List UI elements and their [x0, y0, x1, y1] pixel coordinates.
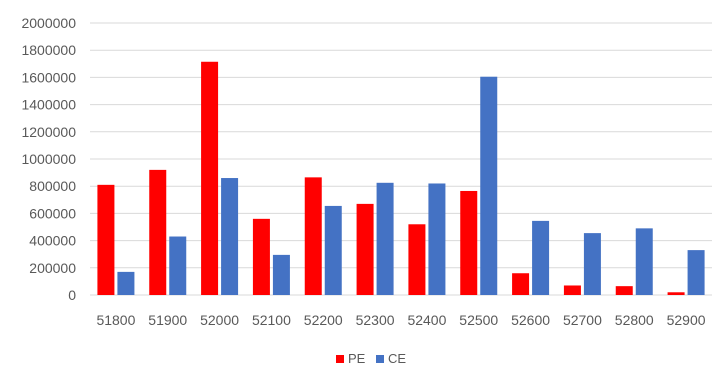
- bar-pe-52700: [563, 285, 581, 295]
- y-tick-label: 600000: [29, 205, 76, 221]
- x-axis-tick-labels: 51800 51900 52000 52100 52200 52300 52400 52500…: [96, 312, 705, 328]
- bar-ce-52800: [635, 228, 653, 295]
- bar-ce-52600: [532, 220, 550, 295]
- bar-ce-51800: [117, 271, 135, 295]
- bars: [97, 61, 705, 296]
- legend: PE CE: [336, 351, 406, 366]
- x-tick-label: 52500: [459, 312, 498, 328]
- bar-ce-52300: [376, 182, 394, 295]
- bar-pe-52900: [667, 292, 685, 295]
- x-tick-label: 52300: [356, 312, 395, 328]
- legend-label-pe: PE: [348, 351, 366, 366]
- legend-label-ce: CE: [388, 351, 406, 366]
- x-tick-label: 51800: [96, 312, 135, 328]
- x-tick-label: 52200: [304, 312, 343, 328]
- bar-pe-52300: [356, 203, 374, 295]
- y-tick-label: 1200000: [21, 124, 76, 140]
- legend-swatch-ce: [376, 355, 384, 363]
- bar-pe-51800: [97, 184, 115, 295]
- bar-ce-52500: [480, 76, 498, 295]
- x-tick-label: 52400: [407, 312, 446, 328]
- y-tick-label: 2000000: [21, 15, 76, 31]
- bar-ce-52900: [687, 250, 705, 295]
- bar-pe-52500: [460, 190, 478, 295]
- bar-ce-51900: [169, 236, 187, 295]
- x-tick-label: 52100: [252, 312, 291, 328]
- bar-pe-52000: [201, 61, 219, 296]
- x-tick-label: 52700: [563, 312, 602, 328]
- x-tick-label: 52000: [200, 312, 239, 328]
- bar-pe-51900: [149, 169, 167, 295]
- x-tick-label: 52600: [511, 312, 550, 328]
- bar-ce-52700: [583, 233, 601, 295]
- bar-pe-52800: [615, 286, 633, 295]
- bar-pe-52400: [408, 224, 426, 295]
- legend-swatch-pe: [336, 355, 344, 363]
- bar-ce-52000: [221, 178, 239, 295]
- y-tick-label: 1800000: [21, 42, 76, 58]
- y-tick-label: 0: [68, 287, 76, 303]
- y-tick-label: 400000: [29, 233, 76, 249]
- bar-ce-52200: [324, 205, 342, 295]
- bar-ce-52400: [428, 183, 446, 295]
- gridlines: [90, 22, 712, 296]
- bar-pe-52200: [304, 177, 322, 295]
- y-tick-label: 200000: [29, 260, 76, 276]
- bar-ce-52100: [272, 254, 290, 295]
- y-tick-label: 800000: [29, 178, 76, 194]
- y-tick-label: 1600000: [21, 69, 76, 85]
- y-tick-label: 1000000: [21, 151, 76, 167]
- x-tick-label: 52800: [615, 312, 654, 328]
- x-tick-label: 52900: [667, 312, 706, 328]
- bar-pe-52600: [512, 273, 530, 295]
- bar-pe-52100: [252, 218, 270, 295]
- x-tick-label: 51900: [148, 312, 187, 328]
- y-tick-label: 1400000: [21, 97, 76, 113]
- y-axis-tick-labels: 0 200000 400000 600000 800000 1000000 1200000 1…: [21, 15, 76, 303]
